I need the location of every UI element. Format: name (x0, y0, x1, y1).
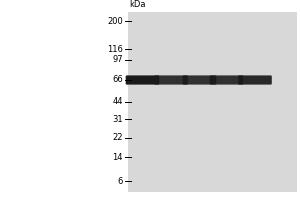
Text: 200: 200 (107, 17, 123, 25)
Text: 31: 31 (112, 114, 123, 123)
FancyBboxPatch shape (210, 75, 243, 85)
Text: 44: 44 (112, 98, 123, 106)
Text: kDa: kDa (129, 0, 146, 9)
Text: 22: 22 (112, 134, 123, 142)
FancyBboxPatch shape (183, 75, 216, 85)
Text: 14: 14 (112, 152, 123, 162)
Text: 97: 97 (112, 55, 123, 64)
FancyBboxPatch shape (154, 75, 188, 85)
Text: 6: 6 (118, 176, 123, 186)
Bar (128, 12, 297, 192)
FancyBboxPatch shape (126, 75, 159, 85)
FancyBboxPatch shape (238, 75, 272, 85)
Text: 116: 116 (107, 45, 123, 53)
Text: 66: 66 (112, 75, 123, 84)
